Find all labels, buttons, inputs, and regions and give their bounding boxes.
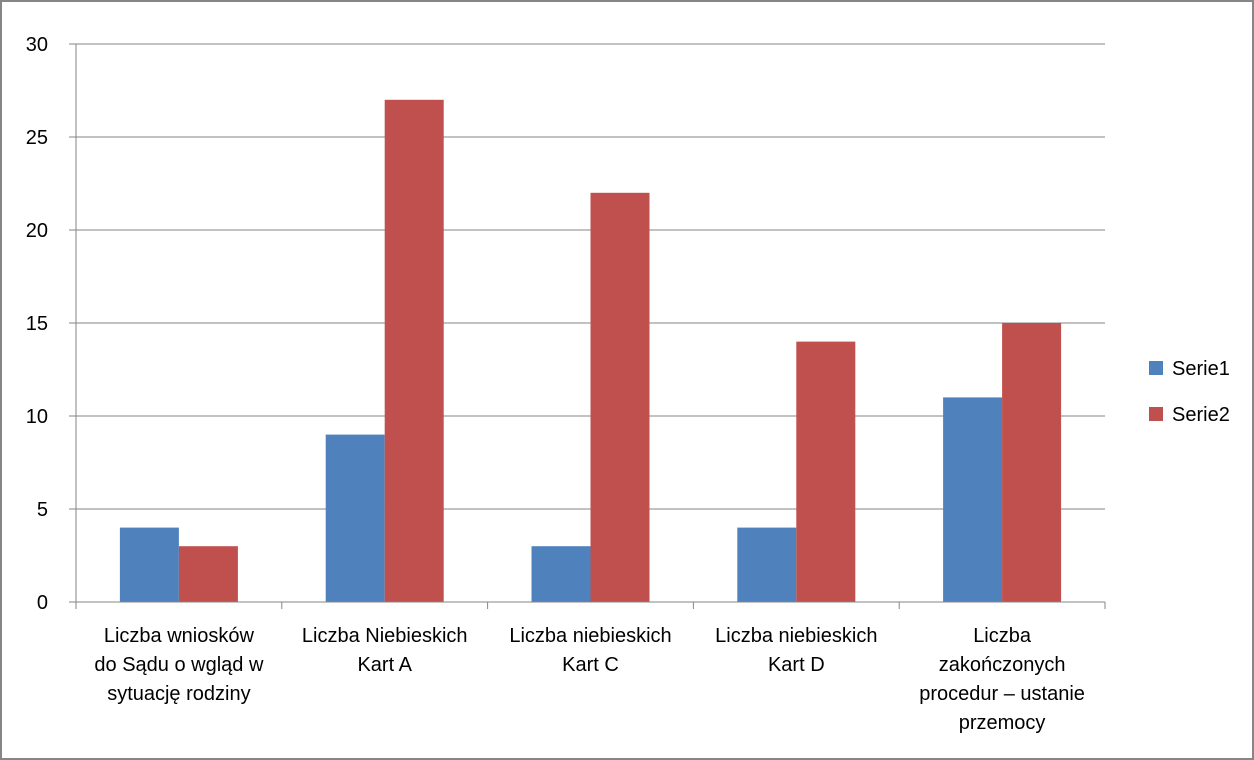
bar-serie2-1 — [178, 546, 238, 602]
x-category-label-line: Kart C — [562, 654, 619, 676]
y-tick-label: 15 — [26, 313, 48, 335]
legend-label-serie2: Serie2 — [1172, 404, 1230, 426]
y-tick-label: 0 — [37, 592, 48, 614]
x-category-label-line: Liczba niebieskich — [509, 625, 671, 647]
bar-serie1-2 — [325, 434, 385, 602]
bars — [119, 99, 1062, 603]
x-category-label-line: do Sądu o wgląd w — [94, 654, 264, 676]
bar-serie1-3 — [531, 546, 591, 602]
x-category-label-line: sytuację rodziny — [107, 683, 250, 705]
legend: Serie1 Serie2 — [1149, 358, 1230, 426]
bar-serie1-5 — [943, 397, 1003, 602]
x-category-labels: Liczba wniosków do Sądu o wgląd w sytuację… — [94, 625, 1085, 734]
y-tick-label: 10 — [26, 406, 48, 428]
bar-serie1-1 — [119, 527, 179, 602]
y-tick-label: 30 — [26, 34, 48, 56]
legend-label-serie1: Serie1 — [1172, 358, 1230, 380]
bar-serie2-3 — [590, 192, 650, 603]
x-category-label-line: zakończonych — [939, 654, 1066, 676]
x-category-label-line: Liczba wniosków — [104, 625, 255, 647]
x-category-label-line: Kart D — [768, 654, 825, 676]
axes — [69, 43, 1106, 609]
x-category-label: Liczba zakończonych procedur – ustanie prze… — [919, 625, 1085, 734]
x-category-label-line: procedur – ustanie — [919, 683, 1085, 705]
x-category-label-line: Kart A — [357, 654, 412, 676]
y-tick-label: 5 — [37, 499, 48, 521]
x-category-label: Liczba Niebieskich Kart A — [302, 625, 468, 676]
x-category-label-line: Liczba — [973, 625, 1032, 647]
bar-serie1-4 — [737, 527, 797, 602]
y-tick-label: 25 — [26, 127, 48, 149]
x-category-label: Liczba niebieskich Kart C — [509, 625, 671, 676]
legend-swatch-serie2 — [1149, 407, 1163, 421]
bar-serie2-2 — [384, 99, 444, 603]
y-tick-labels: 0 5 10 15 20 25 30 — [26, 34, 48, 614]
gridlines — [76, 43, 1105, 510]
x-category-label-line: Liczba Niebieskich — [302, 625, 468, 647]
y-tick-label: 20 — [26, 220, 48, 242]
legend-swatch-serie1 — [1149, 361, 1163, 375]
x-category-label: Liczba wniosków do Sądu o wgląd w sytuację… — [94, 625, 264, 705]
bar-serie2-5 — [1002, 323, 1062, 602]
x-category-label-line: Liczba niebieskich — [715, 625, 877, 647]
x-category-label-line: przemocy — [959, 712, 1046, 734]
bar-serie2-4 — [796, 341, 856, 602]
x-category-label: Liczba niebieskich Kart D — [715, 625, 877, 676]
